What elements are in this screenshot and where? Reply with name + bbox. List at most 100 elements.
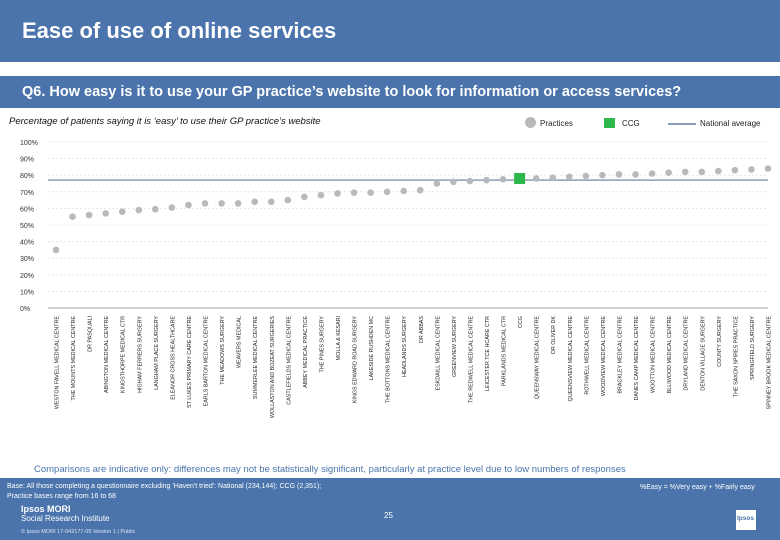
x-tick-label: THE MOUNTS MEDICAL CENTRE <box>71 316 77 401</box>
x-tick-label: ESKDAILL MEDICAL CENTRE <box>435 316 441 391</box>
practice-point <box>665 169 672 177</box>
y-tick-label: 60% <box>20 206 34 213</box>
x-tick-label: HIGHAM FERRERS SURGERY <box>137 316 143 393</box>
x-tick-label: CASTLEFIELDS MEDICAL CENTRE <box>286 316 292 405</box>
practice-point <box>549 174 557 181</box>
y-tick-label: 20% <box>20 273 34 280</box>
x-tick-label: DR ABBAS <box>419 316 425 343</box>
y-tick-label: 100% <box>20 140 38 147</box>
practice-point <box>267 198 275 206</box>
practice-point <box>301 193 308 201</box>
practice-point <box>118 208 126 216</box>
x-tick-label: SPINNEY BROOK MEDICAL CENTRE <box>767 316 773 410</box>
x-tick-label: ABBEY MEDICAL PRACTICE <box>303 316 309 388</box>
x-tick-label: THE REDWELL MEDICAL CENTRE <box>468 316 474 403</box>
x-tick-label: SPRINGFIELD SURGERY <box>750 316 756 380</box>
x-tick-label: BLLIWOOD MEDICAL CENTRE <box>667 316 673 394</box>
x-tick-label: CCG <box>518 316 524 328</box>
x-tick-label: DR PASQUALI <box>88 316 94 352</box>
x-tick-label: THE BOTTONS MEDICAL CENTRE <box>386 316 392 404</box>
practice-point <box>52 246 60 254</box>
x-tick-label: WOLLASTON AND BOZEAT SURGERIES <box>270 316 276 419</box>
footer-band <box>0 478 780 540</box>
y-tick-label: 10% <box>20 289 34 296</box>
x-tick-label: KINGSTHORPE MEDICAL CTR <box>121 316 127 393</box>
practice-point <box>383 188 391 196</box>
practice-point <box>102 210 109 217</box>
legend-ccg-marker <box>604 118 615 128</box>
easy-definition: %Easy = %Very easy + %Fairly easy <box>640 484 755 491</box>
base-note-line1: Base: All those completing a questionnai… <box>7 483 322 490</box>
practice-point <box>185 201 192 209</box>
x-tick-label: DRYLAND MEDICAL CENTRE <box>684 316 690 391</box>
x-tick-label: DANES CAMP MEDICAL CENTRE <box>634 316 640 401</box>
practice-point <box>367 189 374 196</box>
practice-point <box>168 204 176 211</box>
y-tick-label: 0% <box>20 306 30 313</box>
x-tick-label: WOOTTON MEDICAL CENTRE <box>651 316 657 393</box>
x-tick-label: THE PINES SURGERY <box>319 316 325 373</box>
ipsos-brand: Ipsos MORI Social Research Institute <box>21 504 110 524</box>
practice-point <box>334 190 341 197</box>
practice-point <box>234 200 242 207</box>
x-tick-label: EARLS BARTON MEDICAL CENTRE <box>204 316 210 407</box>
practice-point <box>450 178 457 186</box>
x-tick-label: BRACKLEY MEDICAL CENTRE <box>617 316 623 394</box>
practice-point <box>400 187 408 195</box>
x-tick-label: MOLLA & KESARI <box>336 316 342 360</box>
x-tick-label: KINGS EDWARD ROAD SURGERY <box>353 316 359 404</box>
y-tick-label: 30% <box>20 256 34 263</box>
x-tick-label: WESTON FAVELL MEDICAL CENTRE <box>55 316 61 410</box>
practice-point <box>615 171 623 178</box>
page-title: Ease of use of online services <box>22 18 337 43</box>
practice-point <box>764 165 772 172</box>
x-tick-label: LANGHAM PLACE SURGERY <box>154 316 160 390</box>
practice-point <box>532 175 540 182</box>
practice-point <box>748 166 755 173</box>
copyright-credit: © Ipsos MORI 17-042177-05 Version 1 | Pu… <box>21 529 136 535</box>
x-tick-label: GREENVIEW SURGERY <box>452 316 458 377</box>
practice-point <box>251 198 258 206</box>
practice-point <box>135 206 143 214</box>
practice-point <box>416 186 424 194</box>
question-band <box>0 76 780 108</box>
legend-national-line <box>668 123 696 125</box>
x-tick-label: ST LUKES PRIMARY CARE CENTRE <box>187 316 193 408</box>
x-tick-label: DENTON VILLAGE SURGERY <box>700 316 706 391</box>
y-tick-label: 40% <box>20 240 34 247</box>
practice-point <box>69 213 76 220</box>
x-tick-label: LAKESIDE RUSHDEN MC <box>369 316 375 381</box>
legend-national-label: National average <box>700 119 761 128</box>
x-tick-label: QUEENSWAY MEDICAL CENTRE <box>535 316 541 400</box>
practice-point <box>648 170 656 177</box>
brand-subtitle: Social Research Institute <box>21 514 110 523</box>
base-note-line2: Practice bases range from 16 to 68 <box>7 493 116 500</box>
x-tick-label: QUEENSVIEW MEDICAL CENTRE <box>568 316 574 402</box>
practice-point <box>284 196 292 204</box>
legend-ccg-label: CCG <box>622 119 640 128</box>
practice-scatter-chart: 0% 10% 20% 30% 40% 50% 60% 70% 80% 90% 100% WESTON … <box>20 140 773 419</box>
practice-point <box>483 176 490 184</box>
x-tick-label: COUNTY SURGERY <box>717 316 723 367</box>
practice-point <box>731 166 739 174</box>
x-tick-label: WEAVERS MEDICAL <box>237 316 243 368</box>
title-band <box>0 0 780 62</box>
x-tick-label: DR OLIVER DK <box>551 316 557 354</box>
y-tick-label: 50% <box>20 223 34 230</box>
practice-point <box>85 211 93 219</box>
practice-point <box>152 205 159 213</box>
ccg-point <box>514 173 526 185</box>
practice-point <box>317 191 325 199</box>
question-text: Q6. How easy is it to use your GP practi… <box>22 84 682 100</box>
y-tick-label: 80% <box>20 173 34 180</box>
y-tick-label: 70% <box>20 190 34 197</box>
x-tick-label: THE SAXON SPIRES PRACTICE <box>733 316 739 398</box>
x-tick-label: ABINGTON MEDICAL CENTRE <box>104 316 110 393</box>
comparison-note: Comparisons are indicative only: differe… <box>34 464 626 475</box>
x-tick-label: PARKLANDS MEDICAL CTR <box>502 316 508 386</box>
practice-point <box>566 173 573 181</box>
practice-point <box>433 180 441 187</box>
practice-point <box>499 176 507 183</box>
x-tick-label: ROTHWELL MEDICAL CENTRE <box>584 316 590 395</box>
practice-point <box>632 171 639 178</box>
